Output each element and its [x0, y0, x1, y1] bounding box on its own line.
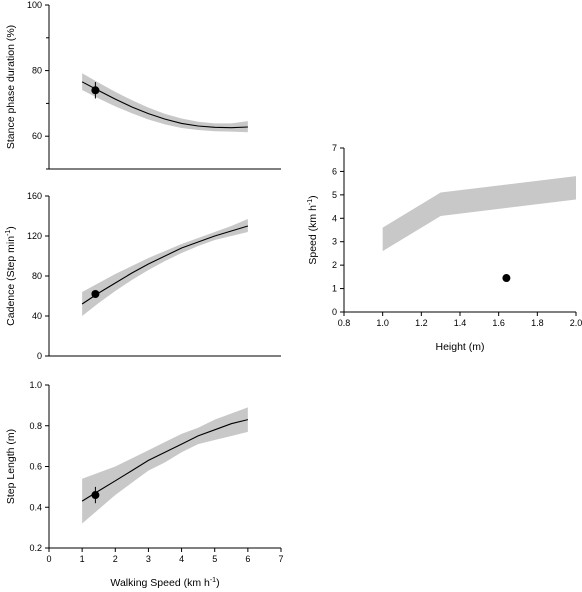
x-tick-label: 0.8 [338, 318, 351, 328]
x-tick-label: 7 [278, 554, 283, 564]
x-tick-label: 6 [245, 554, 250, 564]
x-axis-label: Height (m) [435, 341, 484, 353]
y-tick-label: 0.6 [29, 462, 42, 472]
y-tick-label: 0.8 [29, 421, 42, 431]
confidence-band [382, 176, 576, 252]
chart-panel-stance: 60 80 100 Stance phase duration (%) [5, 0, 281, 170]
x-tick-label: 4 [179, 554, 184, 564]
confidence-band [82, 219, 248, 316]
x-tick-label: 1 [80, 554, 85, 564]
x-tick-label: 1.4 [454, 318, 467, 328]
x-tick-label: 3 [146, 554, 151, 564]
x-tick-label: 1.6 [492, 318, 505, 328]
y-tick-label: 0 [37, 351, 42, 361]
confidence-band [82, 407, 248, 524]
y-tick-label: 40 [32, 311, 42, 321]
y-tick-label: 7 [332, 143, 337, 153]
y-tick-label: 3 [332, 237, 337, 247]
data-point [91, 86, 100, 95]
y-tick-label: 0.4 [29, 502, 42, 512]
confidence-band [82, 73, 248, 133]
y-axis-label: Speed (km h-1) [307, 195, 319, 264]
y-tick-label: 2 [332, 260, 337, 270]
y-tick-label: 80 [32, 66, 42, 76]
y-tick-label: 0 [332, 307, 337, 317]
y-tick-label: 100 [27, 0, 42, 10]
y-tick-label: 1.0 [29, 380, 42, 390]
fit-line [81, 225, 249, 305]
y-tick-label: 5 [332, 190, 337, 200]
chart-panel-steplength: 0.2 0.4 0.6 0.8 1.0 0 1 2 3 4 5 6 7 Step Length (m) Wa… [5, 380, 284, 589]
fit-line [81, 419, 249, 502]
x-tick-label: 1.8 [531, 318, 544, 328]
data-point [91, 290, 100, 298]
y-tick-label: 4 [332, 213, 337, 223]
chart-panel-height: 0 1 2 3 4 5 6 7 0.8 1.0 1.2 1.4 1.6 1.8 2.0 Speed (km h… [307, 143, 582, 353]
x-tick-label: 1.2 [415, 318, 428, 328]
fit-line [81, 81, 248, 129]
y-tick-label: 120 [27, 231, 42, 241]
y-axis-label: Cadence (Step min-1) [5, 226, 17, 326]
y-tick-label: 0.2 [29, 543, 42, 553]
y-tick-label: 80 [32, 271, 42, 281]
y-tick-label: 60 [32, 131, 42, 141]
x-tick-label: 1.0 [376, 318, 389, 328]
y-tick-label: 6 [332, 166, 337, 176]
y-axis-label: Stance phase duration (%) [5, 25, 17, 149]
y-axis-label: Step Length (m) [5, 429, 17, 504]
x-tick-label: 0 [46, 554, 51, 564]
chart-panel-cadence: 0 40 80 120 160 Cadence (Step min-1) [5, 191, 281, 361]
data-point [502, 274, 511, 283]
x-tick-label: 2 [113, 554, 118, 564]
x-tick-label: 5 [212, 554, 217, 564]
x-axis-label: Walking Speed (km h-1) [110, 577, 219, 589]
y-tick-label: 160 [27, 191, 42, 201]
x-tick-label: 2.0 [570, 318, 582, 328]
y-tick-label: 1 [332, 284, 337, 294]
data-point [91, 491, 100, 500]
